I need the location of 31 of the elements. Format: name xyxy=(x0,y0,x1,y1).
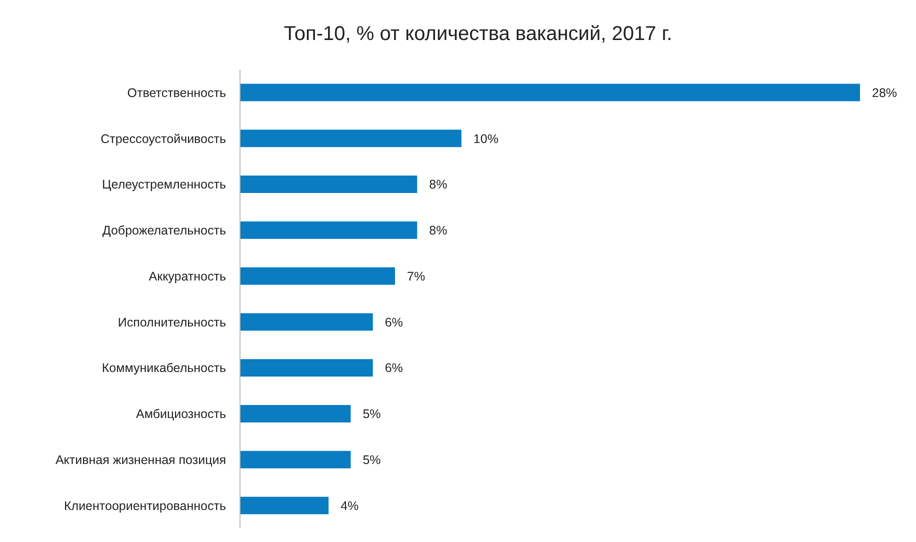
bar xyxy=(240,450,351,468)
y-tick-label: Ответственность xyxy=(127,86,226,100)
data-label: 8% xyxy=(429,224,448,238)
y-tick-label: Амбициозность xyxy=(136,407,226,422)
data-label: 28% xyxy=(872,86,898,100)
y-tick-label: Целеустремленность xyxy=(102,178,226,192)
chart-title: Топ-10, % от количества вакансий, 2017 г. xyxy=(284,23,672,45)
y-tick-label: Доброжелательность xyxy=(102,224,226,238)
data-label: 6% xyxy=(384,361,403,376)
data-label: 10% xyxy=(473,132,498,146)
bar xyxy=(240,359,373,377)
data-label: 4% xyxy=(340,498,359,513)
data-label: 5% xyxy=(362,452,381,467)
bar xyxy=(240,176,418,193)
bar xyxy=(240,130,462,148)
y-tick-label: Исполнительность xyxy=(118,315,226,330)
bar xyxy=(240,496,329,514)
y-tick-label: Аккуратность xyxy=(148,269,226,284)
bar xyxy=(240,84,860,102)
y-tick-label: Коммуникабельность xyxy=(102,361,226,376)
y-tick-label: Стрессоустойчивость xyxy=(100,132,226,146)
data-label: 5% xyxy=(362,407,381,422)
bar xyxy=(240,267,395,285)
data-label: 6% xyxy=(384,315,403,330)
y-tick-label: Активная жизненная позиция xyxy=(55,452,226,467)
bar xyxy=(240,405,351,422)
y-tick-label: Клиентоориентированность xyxy=(64,498,226,513)
bar xyxy=(240,221,418,239)
data-label: 8% xyxy=(429,178,448,192)
data-label: 7% xyxy=(407,269,426,284)
bar xyxy=(240,313,373,331)
